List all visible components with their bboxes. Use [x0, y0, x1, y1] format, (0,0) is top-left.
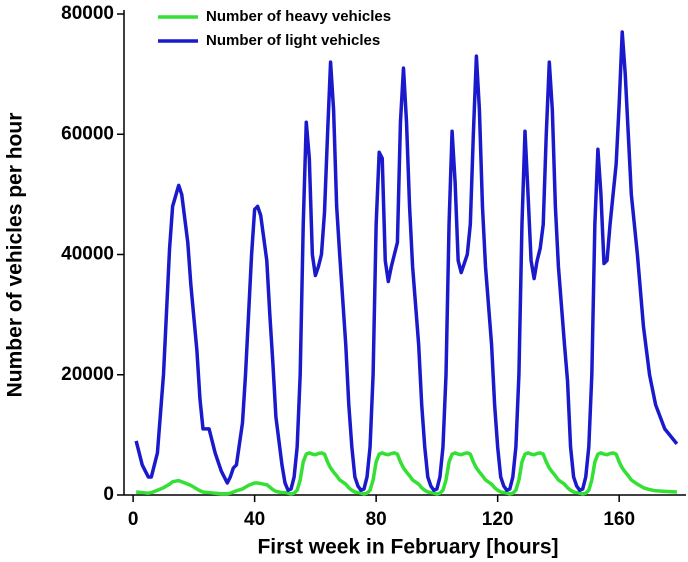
x-tick-label: 80: [366, 509, 387, 530]
x-tick-label: 160: [603, 509, 635, 530]
y-tick-label: 0: [103, 484, 114, 505]
y-axis-title: Number of vehicles per hour: [4, 113, 27, 398]
legend-label: Number of heavy vehicles: [206, 8, 391, 25]
x-tick-label: 120: [482, 509, 514, 530]
y-tick-label: 40000: [61, 244, 114, 265]
series-line: [134, 30, 679, 492]
series-line: [135, 451, 677, 496]
legend-label: Number of light vehicles: [206, 32, 380, 49]
x-tick-label: 40: [244, 509, 265, 530]
x-axis-title: First week in February [hours]: [257, 536, 558, 559]
y-tick-label: 20000: [61, 364, 114, 385]
y-tick-label: 60000: [61, 123, 114, 144]
y-tick-label: 80000: [61, 3, 114, 24]
x-tick-label: 0: [128, 509, 139, 530]
